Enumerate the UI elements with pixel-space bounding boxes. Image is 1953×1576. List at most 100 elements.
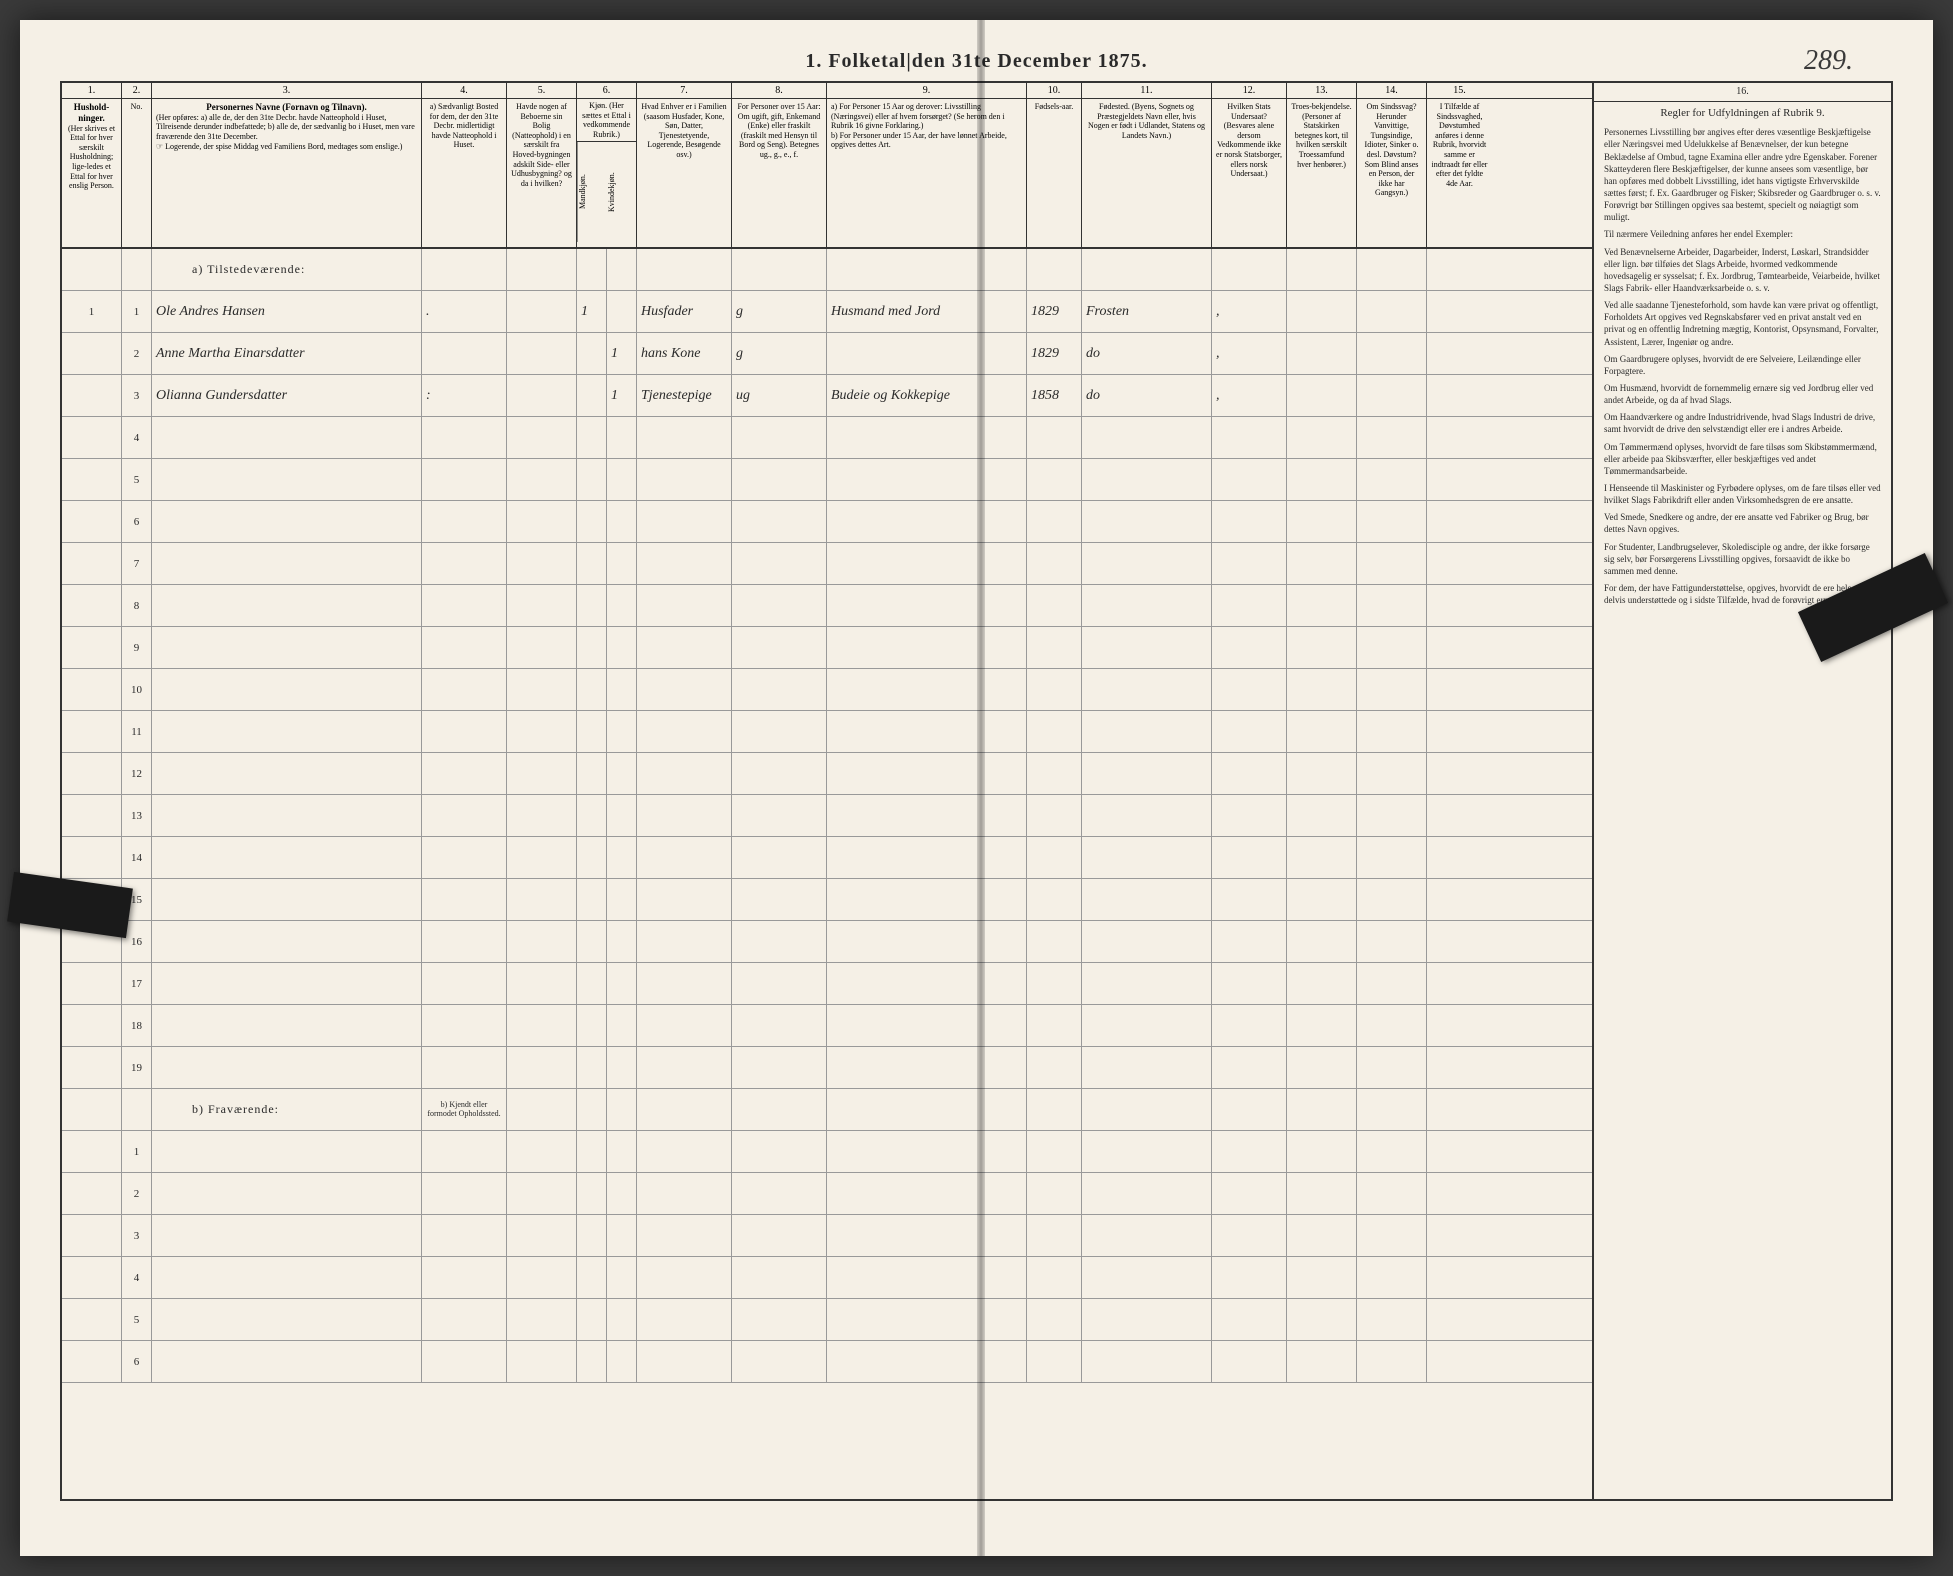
col-num: 2. xyxy=(122,83,152,98)
section-a-label: a) Tilstedeværende: xyxy=(152,249,422,290)
header-row: Hushold-ninger. (Her skrives et Ettal fo… xyxy=(62,99,1592,249)
data-rows: a) Tilstedeværende: 11Ole And xyxy=(62,249,1592,1499)
cell xyxy=(1357,375,1427,416)
header-no: No. xyxy=(122,99,152,247)
person-num: 17 xyxy=(122,963,152,1004)
cell-birthplace: do xyxy=(1082,333,1212,374)
rules-para: Ved alle saadanne Tjenesteforhold, som h… xyxy=(1604,299,1881,348)
rules-title: Regler for Udfyldningen af Rubrik 9. xyxy=(1604,106,1881,121)
section-row: b) Fraværende: b) Kjendt eller formodet … xyxy=(62,1089,1592,1131)
column-numbers: 1. 2. 3. 4. 5. 6. 7. 8. 9. 10. 11. 12. 1… xyxy=(62,83,1592,99)
cell: , xyxy=(1212,375,1287,416)
person-num: 5 xyxy=(122,459,152,500)
cell: . xyxy=(422,291,507,332)
header-label: Kjøn. (Her sættes et Ettal i vedkommende… xyxy=(577,99,636,142)
person-num: 8 xyxy=(122,585,152,626)
rules-para: Om Haandværkere og andre Industridrivend… xyxy=(1604,411,1881,435)
header-sub: (Her opføres: a) alle de, der den 31te D… xyxy=(156,113,417,142)
cell xyxy=(1357,333,1427,374)
rules-para: Ved Smede, Snedkere og andre, der ere an… xyxy=(1604,511,1881,535)
header-female: Kvindekjøn. xyxy=(607,142,636,242)
section-row: a) Tilstedeværende: xyxy=(62,249,1592,291)
header-note: ☞ Logerende, der spise Middag ved Famili… xyxy=(156,142,417,152)
header-households: Hushold-ninger. (Her skrives et Ettal fo… xyxy=(62,99,122,247)
cell xyxy=(507,375,577,416)
person-name: Olianna Gundersdatter xyxy=(152,375,422,416)
cell-birthplace: do xyxy=(1082,375,1212,416)
col-num: 5. xyxy=(507,83,577,98)
col-num: 11. xyxy=(1082,83,1212,98)
cell-male xyxy=(577,333,607,374)
table-row: 1 xyxy=(62,1131,1592,1173)
table-row: 19 xyxy=(62,1047,1592,1089)
cell: : xyxy=(422,375,507,416)
table-row: 13 xyxy=(62,795,1592,837)
cell-occupation: Budeie og Kokkepige xyxy=(827,375,1027,416)
col-num: 1. xyxy=(62,83,122,98)
header-birthplace: Fødested. (Byens, Sognets og Præstegjeld… xyxy=(1082,99,1212,247)
person-name: Ole Andres Hansen xyxy=(152,291,422,332)
header-disability-age: I Tilfælde af Sindssvaghed, Døvstumhed a… xyxy=(1427,99,1492,247)
table-row: 6 xyxy=(62,1341,1592,1383)
col-num: 3. xyxy=(152,83,422,98)
table-left: 1. 2. 3. 4. 5. 6. 7. 8. 9. 10. 11. 12. 1… xyxy=(62,83,1592,1499)
table-row: 16 xyxy=(62,921,1592,963)
person-num: 13 xyxy=(122,795,152,836)
cell-role: Tjenestepige xyxy=(637,375,732,416)
person-num: 7 xyxy=(122,543,152,584)
col-num: 14. xyxy=(1357,83,1427,98)
header-sub: a) For Personer 15 Aar og derover: Livss… xyxy=(831,102,1022,131)
person-num: 10 xyxy=(122,669,152,710)
table-row: 10 xyxy=(62,669,1592,711)
section-b-label: b) Fraværende: xyxy=(152,1089,422,1130)
header-residence: a) Sædvanligt Bosted for dem, der den 31… xyxy=(422,99,507,247)
header-label: Hushold-ninger. xyxy=(74,102,110,123)
rules-para: Personernes Livsstilling bør angives eft… xyxy=(1604,126,1881,223)
header-citizenship: Hvilken Stats Undersaat? (Besvares alene… xyxy=(1212,99,1287,247)
col-num: 12. xyxy=(1212,83,1287,98)
page-number: 289. xyxy=(1804,45,1853,77)
person-num: 18 xyxy=(122,1005,152,1046)
cell-birthyear: 1858 xyxy=(1027,375,1082,416)
cell xyxy=(507,291,577,332)
person-num: 3 xyxy=(122,1215,152,1256)
person-name: Anne Martha Einarsdatter xyxy=(152,333,422,374)
main-table: 1. 2. 3. 4. 5. 6. 7. 8. 9. 10. 11. 12. 1… xyxy=(60,81,1893,1501)
header-marital: For Personer over 15 Aar: Om ugift, gift… xyxy=(732,99,827,247)
rules-para: For Studenter, Landbrugselever, Skoledis… xyxy=(1604,541,1881,577)
header-sub: b) For Personer under 15 Aar, der have l… xyxy=(831,131,1022,150)
cell xyxy=(507,333,577,374)
person-num: 2 xyxy=(122,333,152,374)
cell xyxy=(1287,333,1357,374)
rules-para: Til nærmere Veiledning anføres her endel… xyxy=(1604,228,1881,240)
header-disability: Om Sindssvag? Herunder Vanvittige, Tungs… xyxy=(1357,99,1427,247)
header-religion: Troes-bekjendelse. (Personer af Statskir… xyxy=(1287,99,1357,247)
table-row: 4 xyxy=(62,417,1592,459)
table-row: 5 xyxy=(62,459,1592,501)
cell-role: Husfader xyxy=(637,291,732,332)
cell xyxy=(1287,375,1357,416)
person-num: 6 xyxy=(122,501,152,542)
table-row: 7 xyxy=(62,543,1592,585)
rules-para: I Henseende til Maskinister og Fyrbødere… xyxy=(1604,482,1881,506)
census-page: 289. 1. Folketal|den 31te December 1875.… xyxy=(20,20,1933,1556)
col-num: 4. xyxy=(422,83,507,98)
cell xyxy=(1427,291,1492,332)
cell xyxy=(422,333,507,374)
household-num xyxy=(62,333,122,374)
col-num: 16. xyxy=(1594,83,1891,102)
table-row: 5 xyxy=(62,1299,1592,1341)
cell-marital: g xyxy=(732,333,827,374)
person-num: 11 xyxy=(122,711,152,752)
header-birthyear: Fødsels-aar. xyxy=(1027,99,1082,247)
col-num: 6. xyxy=(577,83,637,98)
table-row: 8 xyxy=(62,585,1592,627)
page-title: 1. Folketal|den 31te December 1875. xyxy=(60,50,1893,73)
table-row: 9 xyxy=(62,627,1592,669)
table-row: 2 xyxy=(62,1173,1592,1215)
header-family-role: Hvad Enhver er i Familien (saasom Husfad… xyxy=(637,99,732,247)
rules-para: Om Tømmermænd oplyses, hvorvidt de fare … xyxy=(1604,441,1881,477)
cell-role: hans Kone xyxy=(637,333,732,374)
col-num: 15. xyxy=(1427,83,1492,98)
cell-female xyxy=(607,291,637,332)
